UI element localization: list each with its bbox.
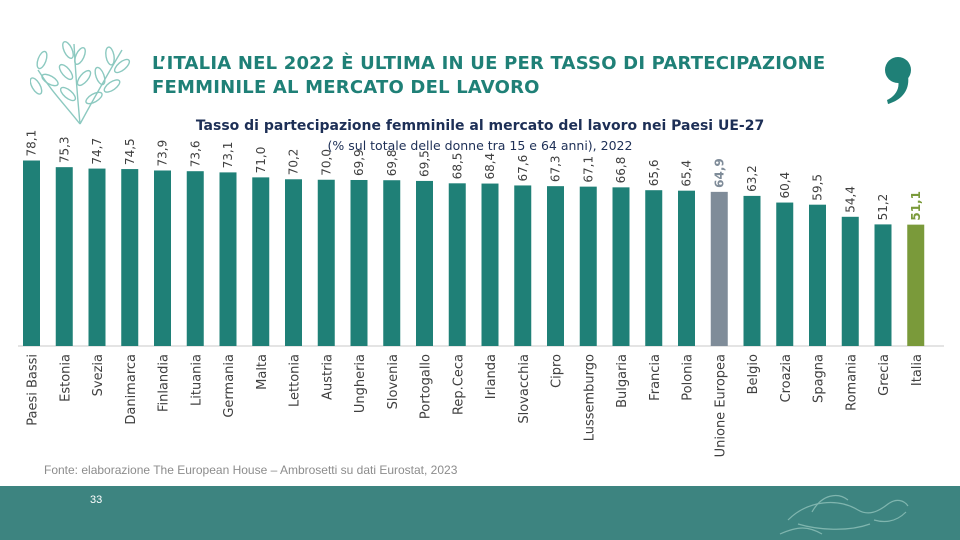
bar [710, 191, 728, 346]
data-label: 54,4 [843, 186, 857, 213]
title-line-1: L’ITALIA NEL 2022 È ULTIMA IN UE PER TAS… [152, 53, 826, 74]
data-label: 68,5 [450, 153, 464, 180]
tick-label: Ungheria [353, 354, 368, 413]
bar [317, 179, 335, 346]
bar [809, 204, 826, 346]
tick-label: Francia [648, 354, 663, 401]
data-label: 70,0 [319, 149, 333, 176]
bar [907, 224, 925, 346]
chart-title: Tasso di partecipazione femminile al mer… [195, 118, 765, 134]
tick-label: Finlandia [157, 354, 172, 412]
page-title: L’ITALIA NEL 2022 È ULTIMA IN UE PER TAS… [152, 52, 852, 100]
bar [252, 177, 270, 346]
bar [579, 186, 597, 346]
tick-label: Lettonia [288, 354, 303, 407]
data-label: 65,4 [680, 160, 694, 187]
bar [645, 190, 663, 346]
bar [841, 216, 859, 346]
tick-label: Bulgaria [615, 354, 630, 408]
tick-label: Rep.Ceca [451, 354, 466, 415]
tick-label: Malta [255, 354, 270, 390]
bar [416, 180, 433, 346]
comma-icon [885, 57, 911, 104]
bar [121, 169, 139, 346]
data-label: 69,8 [385, 150, 399, 177]
source-note: Fonte: elaborazione The European House –… [44, 463, 458, 477]
bar [23, 160, 40, 346]
data-label: 70,2 [287, 149, 301, 176]
data-label: 59,5 [811, 174, 825, 201]
tick-label: Irlanda [484, 354, 499, 399]
data-label: 67,1 [581, 156, 595, 183]
bar [776, 202, 794, 346]
tick-label: Lussemburgo [582, 354, 597, 441]
tick-label: Belgio [746, 354, 761, 394]
bar-chart: 78,1 Paesi Bassi 75,3 Estonia 74,7 Svezia 74,5… [18, 130, 944, 457]
bar [186, 171, 204, 346]
data-label: 60,4 [778, 172, 792, 199]
data-label: 64,9 [712, 158, 726, 188]
data-label: 71,0 [254, 147, 268, 174]
tick-label: Grecia [877, 354, 892, 396]
data-label: 68,4 [483, 153, 497, 180]
tick-label: Danimarca [124, 354, 139, 425]
bar [350, 179, 368, 346]
bar [514, 185, 532, 346]
data-label: 73,1 [221, 142, 235, 169]
bar [285, 179, 302, 346]
data-label: 65,6 [647, 159, 661, 186]
bar [743, 195, 761, 346]
data-label: 74,7 [90, 138, 104, 165]
tick-label: Germania [222, 354, 237, 418]
tick-label: Polonia [681, 354, 696, 401]
bird-logo-icon [779, 494, 909, 535]
tick-label: Lituania [189, 354, 204, 406]
bar [383, 180, 401, 346]
bar [547, 186, 564, 346]
bar [874, 224, 892, 346]
data-label: 74,5 [123, 138, 137, 165]
data-label: 78,1 [25, 130, 39, 157]
tick-label: Romania [844, 354, 859, 411]
tick-label: Svezia [91, 354, 106, 396]
tick-label: Unione Europea [713, 354, 728, 457]
tick-label: Croazia [779, 354, 794, 402]
tick-label: Cipro [550, 354, 565, 388]
tick-label: Italia [910, 354, 925, 386]
data-label: 67,6 [516, 155, 530, 182]
tick-label: Slovacchia [517, 354, 532, 424]
tick-label: Portogallo [419, 354, 434, 419]
tick-label: Estonia [58, 354, 73, 402]
bar [481, 183, 499, 346]
data-label: 63,2 [745, 165, 759, 192]
data-label: 75,3 [57, 136, 71, 163]
data-label: 69,5 [418, 150, 432, 177]
bar [612, 187, 630, 346]
bar [154, 170, 171, 346]
footer-bar: 33 [0, 486, 960, 540]
olive-branch-icon [30, 40, 131, 125]
tick-label: Paesi Bassi [26, 354, 41, 426]
page-number: 33 [90, 494, 103, 506]
data-label: 73,6 [188, 140, 202, 167]
tick-label: Austria [320, 354, 335, 400]
bar [678, 190, 695, 346]
data-label: 51,1 [909, 191, 923, 221]
bar [448, 183, 466, 346]
data-label: 69,9 [352, 149, 366, 176]
bar [55, 167, 73, 346]
data-label: 67,3 [549, 155, 563, 182]
bar [219, 172, 237, 346]
data-label: 66,8 [614, 157, 628, 184]
tick-label: Spagna [812, 354, 827, 403]
tick-label: Slovenia [386, 354, 401, 409]
title-line-2: FEMMINILE AL MERCATO DEL LAVORO [152, 77, 540, 98]
chart-subtitle: (% sul totale delle donne tra 15 e 64 an… [327, 138, 633, 153]
data-label: 51,2 [876, 194, 890, 221]
bar [88, 168, 106, 346]
data-label: 73,9 [156, 140, 170, 167]
